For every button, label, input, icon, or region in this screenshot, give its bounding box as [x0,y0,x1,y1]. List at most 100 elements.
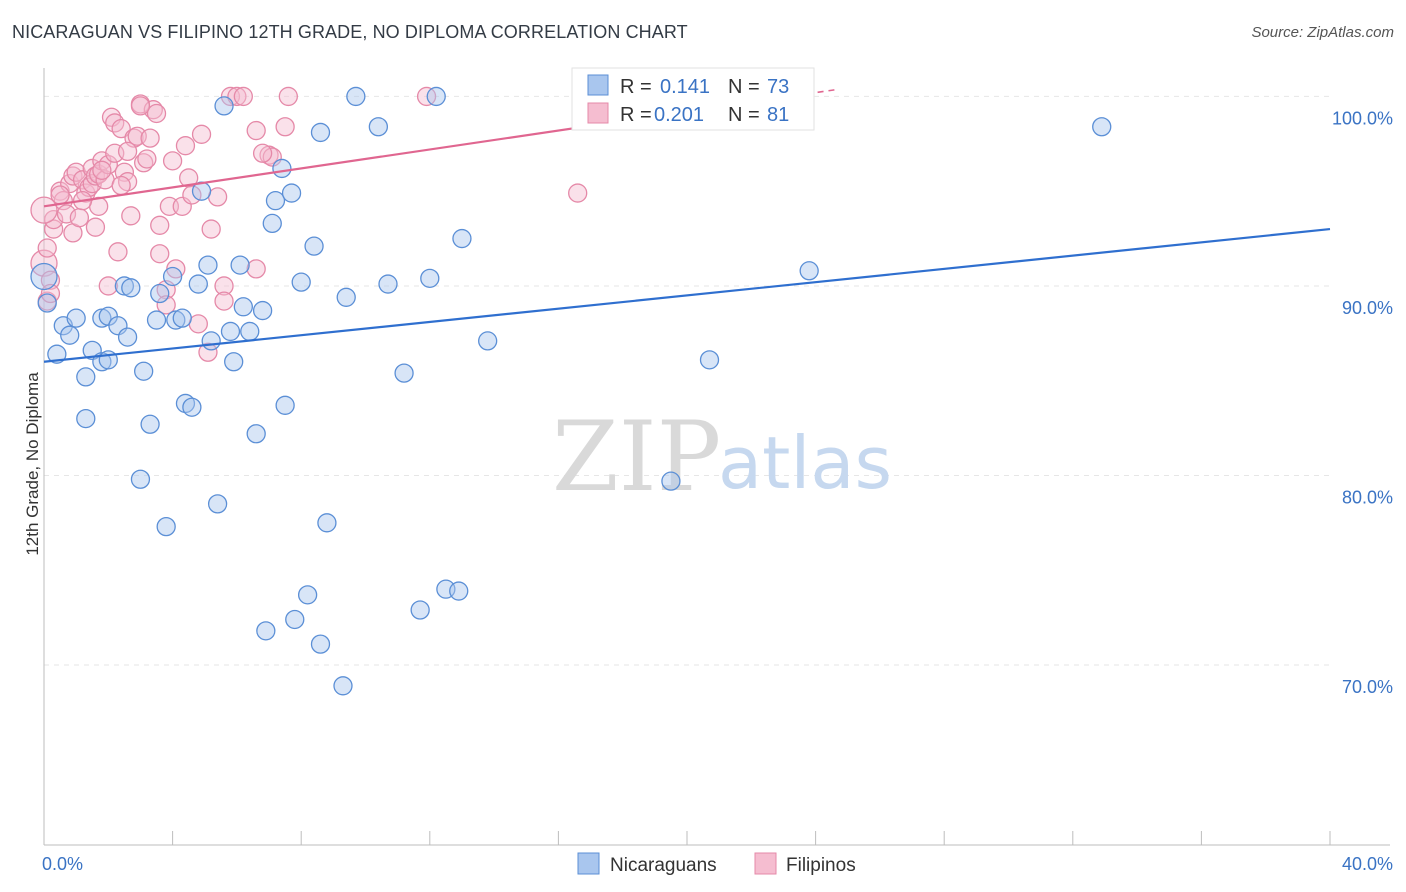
trend-lines [43,89,1331,363]
nicaraguans-point-58 [378,274,398,294]
filipinos-point-58 [207,187,228,207]
legend-filipinos-label: Filipinos [786,855,856,876]
filipinos-point-46 [156,295,176,315]
filipinos-point-48 [162,151,183,171]
y-tick-label-90: 90.0% [1342,298,1393,318]
filipinos-point-79 [117,141,138,162]
nicaraguans-point-61 [420,268,440,289]
nicaraguans-point-45 [275,395,295,415]
filipinos-point-43 [150,244,170,264]
nicaraguans-point-5 [66,308,86,328]
legend-r-label-2: R = [620,104,652,126]
nicaraguans-point-20 [146,310,167,330]
watermark: ZIP atlas [552,401,892,513]
legend-n-label-2: N = [728,104,760,126]
nicaraguans-point-46 [281,183,302,203]
filipinos-point-69 [278,86,298,107]
nicaraguans-point-38 [240,321,260,342]
nicaraguans-point-2 [47,344,67,364]
nicaraguans-point-28 [188,274,208,294]
nicaraguans-point-55 [336,287,356,307]
nicaraguans-point-40 [252,300,273,321]
legend-filipinos-swatch [754,852,777,875]
correlation-legend: R = 0.141 N = 73 R = 0.201 N = 81 [571,67,815,131]
filipinos-point-54 [188,314,208,334]
nicaraguans-point-22 [156,516,176,537]
nicaraguans-point-71 [799,261,819,281]
nicaraguans-point-32 [207,494,228,514]
filipinos-point-60 [214,291,234,311]
filipinos-point-68 [275,117,295,137]
filipinos-point-76 [130,96,151,116]
nicaraguans-point-42 [262,213,282,234]
filipinos-point-73 [50,185,70,205]
nicaraguans-point-48 [291,272,311,292]
watermark-zip: ZIP [552,401,721,513]
nicaraguans-point-18 [134,361,154,381]
nicaraguans-point-21 [150,283,170,304]
filipinos-point-71 [568,183,588,203]
nicaraguans-point-4 [60,325,80,345]
nicaraguans-point-59 [394,363,414,383]
legend-r-label-1: R = [620,76,652,98]
filipinos-point-39 [137,149,157,169]
y-axis-label: 12th Grade, No Diploma [23,372,42,556]
watermark-atlas: atlas [718,421,892,505]
x-tick-label-max: 40.0% [1342,854,1393,874]
nicaraguans-point-44 [272,158,292,179]
nicaraguans-point-39 [246,424,266,444]
nicaraguans-point-47 [285,609,305,630]
filipinos-point-57 [201,219,221,239]
chart-title: NICARAGUAN VS FILIPINO 12TH GRADE, NO DI… [12,22,688,42]
filipinos-point-2 [37,238,57,258]
nicaraguans-points [30,86,1112,696]
filipinos-point-12 [66,162,86,182]
legend-nicaraguans-swatch [577,852,600,875]
nicaraguans-point-23 [162,266,183,287]
nicaraguans-point-27 [182,397,202,417]
legend-n-value-2: 81 [767,104,789,126]
nicaraguans-point-50 [304,236,324,256]
x-tick-label-min: 0.0% [42,854,83,874]
filipinos-point-31 [111,118,131,139]
filipinos-point-59 [214,276,234,296]
filipinos-point-40 [140,128,160,148]
legend-box [571,67,815,131]
nicaraguans-point-25 [172,308,192,328]
nicaraguans-point-7 [76,408,96,429]
nicaraguans-point-15 [117,327,138,347]
filipinos-point-65 [246,259,266,279]
nicaraguans-point-54 [333,676,353,696]
filipinos-point-19 [85,217,106,237]
filipinos-point-80 [252,143,273,163]
y-tick-label-70: 70.0% [1342,677,1393,697]
filipinos-point-55 [191,124,212,144]
filipinos-point-75 [111,175,131,196]
nicaraguans-point-72 [1092,117,1112,137]
filipinos-point-42 [146,103,167,124]
nicaraguans-point-53 [317,513,337,533]
filipinos-point-25 [98,276,118,296]
nicaraguans-point-6 [76,367,96,387]
nicaraguans-point-43 [265,191,286,211]
nicaraguans-point-30 [198,255,218,275]
nicaraguans-point-49 [297,585,318,605]
filipinos-point-74 [92,160,112,180]
filipinos-point-30 [108,242,128,262]
filipinos-point-62 [227,86,247,107]
nicaraguans-trend-line [43,227,1331,363]
filipinos-point-13 [69,208,90,228]
nicaraguans-point-51 [310,122,331,143]
filipinos-point-34 [121,206,141,226]
filipinos-point-56 [198,342,218,362]
nicaraguans-point-60 [410,600,430,620]
filipinos-point-3 [40,270,61,290]
nicaraguans-point-19 [140,414,160,434]
source-credit: Source: ZipAtlas.com [1251,24,1394,41]
nicaraguans-point-41 [256,621,276,641]
nicaraguans-point-62 [426,86,446,107]
nicaraguans-point-37 [233,297,253,317]
nicaraguans-point-65 [452,228,472,249]
nicaraguans-point-33 [214,96,234,116]
nicaraguans-point-35 [224,352,244,372]
